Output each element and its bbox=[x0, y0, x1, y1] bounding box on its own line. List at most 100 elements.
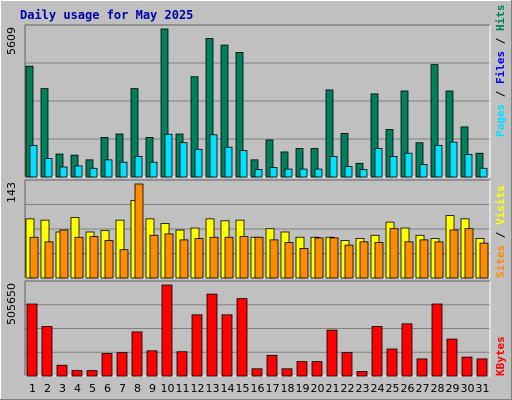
x-tick-label: 7 bbox=[119, 382, 126, 395]
sites-bar bbox=[374, 242, 384, 279]
kbytes-bar bbox=[266, 354, 278, 377]
legend-visits: Visits bbox=[494, 185, 507, 225]
pages-bar bbox=[44, 158, 53, 178]
x-tick-label: 24 bbox=[371, 382, 385, 395]
hits-bar bbox=[340, 133, 349, 178]
sites-bar bbox=[89, 236, 99, 279]
sites-bar bbox=[254, 236, 264, 279]
pages-bar bbox=[239, 150, 248, 178]
pages-bar bbox=[359, 169, 368, 178]
x-tick-label: 31 bbox=[476, 382, 490, 395]
kbytes-bar bbox=[311, 361, 323, 377]
kbytes-bar bbox=[206, 293, 218, 377]
sites-bar bbox=[359, 241, 369, 279]
legend-separator: / bbox=[494, 84, 507, 104]
chart-title: Daily usage for May 2025 bbox=[20, 8, 193, 22]
legend-files: Files bbox=[494, 51, 507, 84]
pages-bar bbox=[59, 166, 68, 178]
hits-bar bbox=[220, 44, 229, 178]
kbytes-bar bbox=[26, 303, 38, 377]
x-tick-label: 3 bbox=[59, 382, 66, 395]
pages-bar bbox=[299, 168, 308, 178]
kbytes-bar bbox=[236, 298, 248, 377]
panel-2-ymax-label: 143 bbox=[5, 182, 18, 203]
x-tick-label: 30 bbox=[461, 382, 475, 395]
x-tick-label: 15 bbox=[236, 382, 250, 395]
kbytes-bar bbox=[326, 329, 338, 377]
pages-bar bbox=[104, 159, 113, 178]
legend-panel-1: Pages / Files / Hits bbox=[494, 5, 507, 138]
pages-bar bbox=[29, 144, 38, 178]
x-tick-label: 17 bbox=[266, 382, 280, 395]
hits-bar bbox=[205, 38, 214, 178]
sites-bar bbox=[179, 239, 189, 279]
hits-bar bbox=[370, 93, 379, 178]
sites-bar bbox=[404, 241, 414, 279]
pages-bar bbox=[119, 161, 128, 178]
pages-bar bbox=[314, 168, 323, 178]
x-tick-label: 19 bbox=[296, 382, 310, 395]
sites-bar bbox=[314, 237, 324, 279]
sites-bar bbox=[104, 240, 114, 279]
sites-bar bbox=[419, 239, 429, 279]
hits-bar bbox=[130, 88, 139, 178]
kbytes-bar bbox=[356, 371, 368, 377]
kbytes-bar bbox=[431, 303, 443, 377]
hits-bar bbox=[235, 52, 244, 178]
pages-bar bbox=[344, 166, 353, 178]
hits-bar bbox=[385, 129, 394, 178]
sites-bar bbox=[449, 229, 459, 279]
hits-bar bbox=[115, 133, 124, 178]
hits-bar bbox=[445, 90, 454, 178]
legend-hits: Hits bbox=[494, 5, 507, 32]
hits-bar bbox=[310, 148, 319, 178]
kbytes-bar bbox=[281, 368, 293, 377]
legend-sites: Sites bbox=[494, 245, 507, 278]
sites-bar bbox=[164, 233, 174, 279]
x-tick-label: 11 bbox=[176, 382, 190, 395]
sites-bar bbox=[194, 238, 204, 279]
pages-bar bbox=[209, 134, 218, 178]
pages-bar bbox=[164, 133, 173, 178]
kbytes-bar bbox=[461, 356, 473, 377]
hits-bar bbox=[280, 151, 289, 178]
kbytes-bar bbox=[116, 352, 128, 377]
pages-bar bbox=[479, 167, 488, 178]
kbytes-bar bbox=[296, 361, 308, 377]
hits-bar bbox=[145, 137, 154, 178]
hits-bar bbox=[55, 153, 64, 178]
hits-bar bbox=[250, 159, 259, 178]
sites-bar bbox=[479, 242, 489, 279]
sites-bar bbox=[74, 236, 84, 279]
x-tick-label: 5 bbox=[89, 382, 96, 395]
hits-bar bbox=[400, 90, 409, 178]
x-tick-label: 12 bbox=[191, 382, 205, 395]
x-tick-label: 13 bbox=[206, 382, 220, 395]
legend-separator: / bbox=[494, 31, 507, 51]
hits-bar bbox=[160, 28, 169, 178]
kbytes-bar bbox=[416, 358, 428, 377]
sites-bar bbox=[434, 241, 444, 279]
hits-bar bbox=[475, 152, 484, 178]
x-tick-label: 14 bbox=[221, 382, 235, 395]
pages-bar bbox=[284, 168, 293, 178]
sites-bar bbox=[299, 248, 309, 279]
sites-bar bbox=[239, 236, 249, 279]
kbytes-bar bbox=[221, 314, 233, 377]
x-tick-label: 25 bbox=[386, 382, 400, 395]
kbytes-bar bbox=[386, 348, 398, 377]
kbytes-bar bbox=[71, 370, 83, 377]
x-tick-label: 22 bbox=[341, 382, 355, 395]
pages-bar bbox=[224, 146, 233, 178]
pages-bar bbox=[74, 165, 83, 178]
hits-bar bbox=[100, 137, 109, 178]
sites-bar bbox=[209, 236, 219, 279]
hits-bar bbox=[430, 64, 439, 178]
x-tick-label: 28 bbox=[431, 382, 445, 395]
pages-bar bbox=[404, 152, 413, 178]
pages-bar bbox=[419, 164, 428, 178]
kbytes-bar bbox=[101, 353, 113, 377]
pages-bar bbox=[269, 167, 278, 178]
x-tick-label: 16 bbox=[251, 382, 265, 395]
pages-bar bbox=[374, 148, 383, 178]
